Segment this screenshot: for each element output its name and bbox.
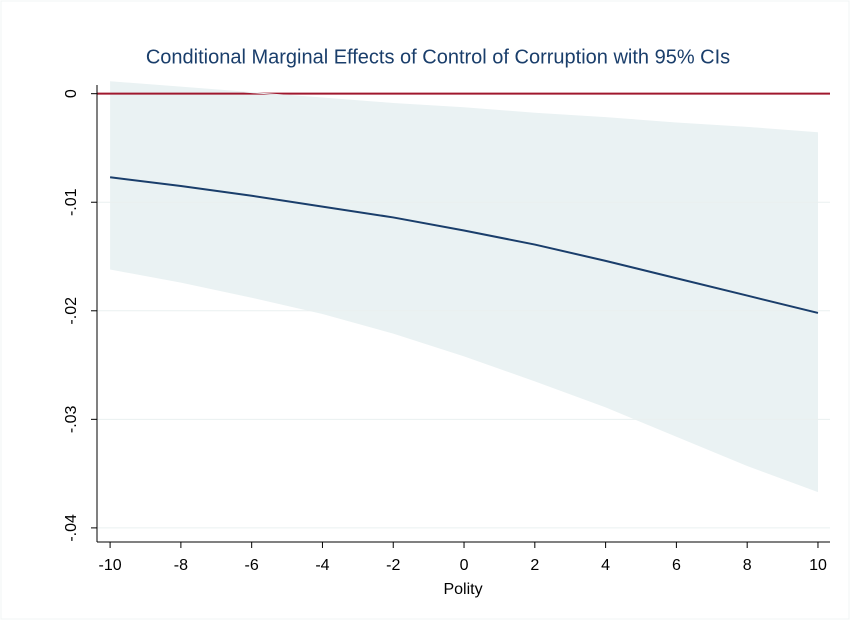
- x-tick-label: 6: [672, 557, 681, 574]
- x-tick-label: 0: [460, 557, 469, 574]
- ci-band: [110, 81, 818, 493]
- x-tick-label: 2: [530, 557, 539, 574]
- line: [109, 176, 819, 314]
- x-tick-label: -8: [174, 557, 188, 574]
- x-axis-label: Polity: [443, 581, 482, 598]
- y-tick-label: -.04: [63, 514, 80, 542]
- x-tick-label: 4: [601, 557, 610, 574]
- y-tick-label: -.02: [63, 297, 80, 325]
- y-tick-label: 0: [63, 89, 80, 98]
- y-tick-label: -.03: [63, 405, 80, 433]
- x-tick-label: -6: [245, 557, 259, 574]
- x-tick-label: -10: [99, 557, 122, 574]
- x-tick-label: 8: [743, 557, 752, 574]
- x-tick-label: -4: [315, 557, 329, 574]
- x-tick-label: -2: [386, 557, 400, 574]
- chart-title: Conditional Marginal Effects of Control …: [146, 46, 730, 68]
- x-tick-label: 10: [809, 557, 827, 574]
- y-tick-label: -.01: [63, 188, 80, 216]
- ci-upper-edge: [110, 81, 819, 134]
